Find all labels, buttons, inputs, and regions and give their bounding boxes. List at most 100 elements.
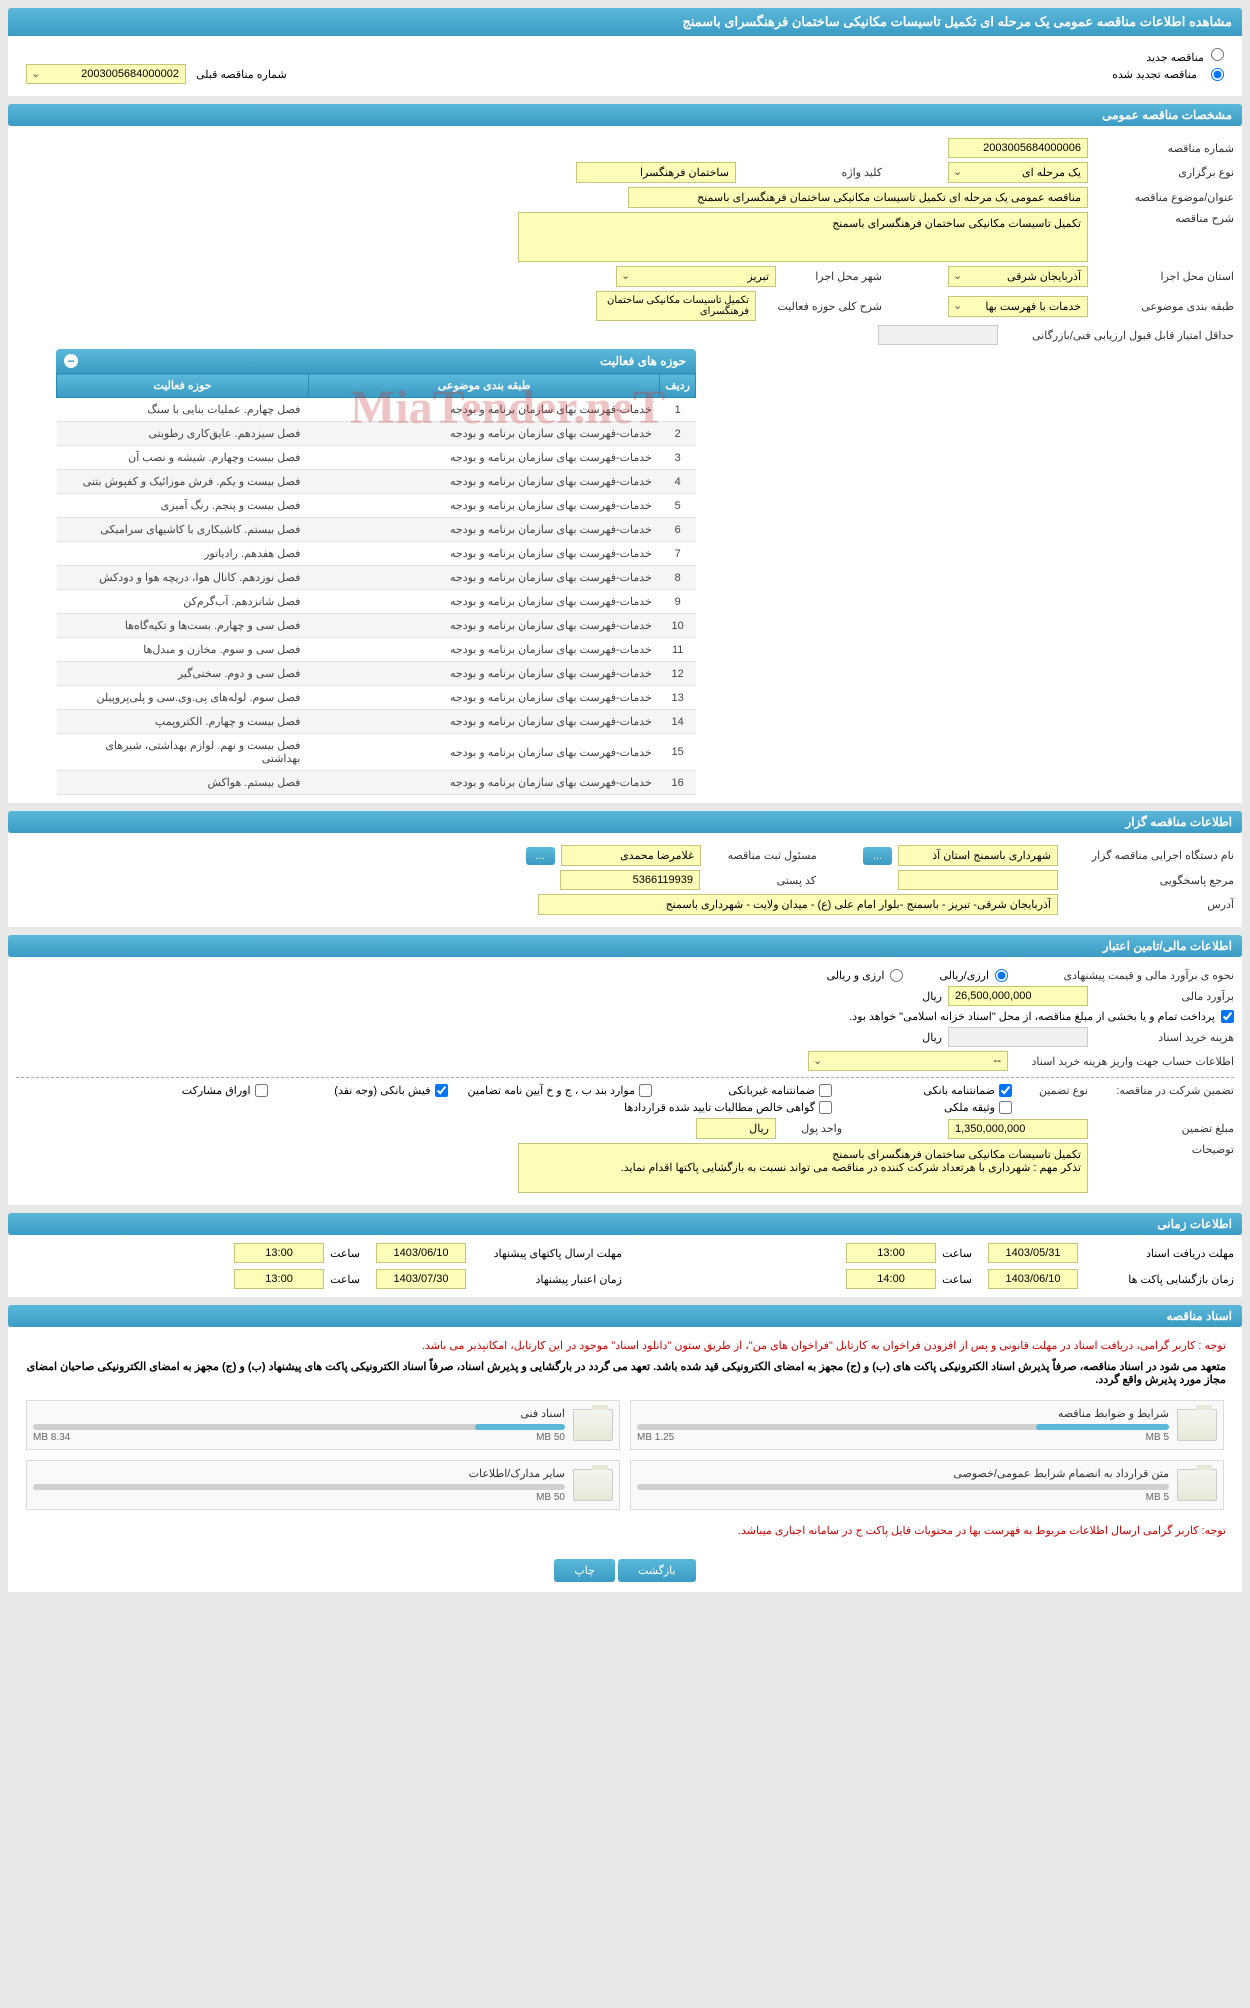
table-row: 2خدمات-فهرست بهای سازمان برنامه و بودجهف… <box>57 422 696 446</box>
subject-field[interactable]: مناقصه عمومی یک مرحله ای تکمیل تاسیسات م… <box>628 187 1088 208</box>
validity-time: 13:00 <box>234 1269 324 1289</box>
doc-card[interactable]: متن قرارداد به انضمام شرایط عمومی/خصوصی … <box>630 1460 1224 1510</box>
min-score-label: حداقل امتیاز قابل قبول ارزیابی فنی/بازرگ… <box>1004 329 1234 342</box>
doc-card[interactable]: شرایط و ضوابط مناقصه 5 MB1.25 MB <box>630 1400 1224 1450</box>
table-row: 14خدمات-فهرست بهای سازمان برنامه و بودجه… <box>57 710 696 734</box>
col-category: طبقه بندی موضوعی <box>308 374 659 398</box>
radio-rial[interactable] <box>995 969 1008 982</box>
time-label-3: ساعت <box>942 1273 972 1286</box>
print-button[interactable]: چاپ <box>554 1559 615 1582</box>
collapse-icon[interactable]: − <box>64 354 78 368</box>
radio-new-tender[interactable] <box>1211 48 1224 61</box>
city-label: شهر محل اجرا <box>782 270 882 283</box>
unit-rial-1: ریال <box>922 990 942 1003</box>
province-label: استان محل اجرا <box>1094 270 1234 283</box>
min-score-field[interactable] <box>878 325 998 345</box>
chk-receivables[interactable] <box>819 1101 832 1114</box>
chk-cash[interactable] <box>435 1084 448 1097</box>
category-select[interactable]: خدمات با فهرست بها <box>948 296 1088 317</box>
doc-title: متن قرارداد به انضمام شرایط عمومی/خصوصی <box>637 1467 1169 1480</box>
prev-number-select[interactable]: 2003005684000002 <box>26 64 186 84</box>
table-row: 6خدمات-فهرست بهای سازمان برنامه و بودجهف… <box>57 518 696 542</box>
table-row: 13خدمات-فهرست بهای سازمان برنامه و بودجه… <box>57 686 696 710</box>
province-select[interactable]: آذربایجان شرقی <box>948 266 1088 287</box>
keyword-field[interactable]: ساختمان فرهنگسرا <box>576 162 736 183</box>
estimate-field[interactable]: 26,500,000,000 <box>948 986 1088 1006</box>
receive-time: 13:00 <box>846 1243 936 1263</box>
doc-card[interactable]: سایر مدارک/اطلاعات 50 MB <box>26 1460 620 1510</box>
payment-note: پرداخت تمام و یا بخشی از مبلغ مناقصه، از… <box>849 1010 1215 1023</box>
chk-bank[interactable] <box>999 1084 1012 1097</box>
chk-property[interactable] <box>999 1101 1012 1114</box>
tender-number-label: شماره مناقصه <box>1094 142 1234 155</box>
doc-cost-field[interactable] <box>948 1027 1088 1047</box>
section-general-spec: مشخصات مناقصه عمومی <box>8 104 1242 126</box>
chk-payment-note[interactable] <box>1221 1010 1234 1023</box>
doc-card[interactable]: اسناد فنی 50 MB8.34 MB <box>26 1400 620 1450</box>
org-name-field: شهرداری باسمنج استان آذ <box>898 845 1058 866</box>
time-label-2: ساعت <box>330 1247 360 1260</box>
doc-notice-3: توجه: کاربر گرامی ارسال اطلاعات مربوط به… <box>16 1520 1234 1541</box>
doc-title: شرایط و ضوابط مناقصه <box>637 1407 1169 1420</box>
chk-securities[interactable] <box>255 1084 268 1097</box>
address-label: آدرس <box>1064 898 1234 911</box>
radio-currency[interactable] <box>890 969 903 982</box>
notes-field[interactable]: تکمیل تاسیسات مکانیکی ساختمان فرهنگسرای … <box>518 1143 1088 1193</box>
radio-new-label: مناقصه جدید <box>1146 52 1204 64</box>
table-row: 16خدمات-فهرست بهای سازمان برنامه و بودجه… <box>57 771 696 795</box>
table-row: 7خدمات-فهرست بهای سازمان برنامه و بودجهف… <box>57 542 696 566</box>
receive-date: 1403/05/31 <box>988 1243 1078 1263</box>
account-info-label: اطلاعات حساب جهت واریز هزینه خرید اسناد <box>1014 1055 1234 1068</box>
doc-notice-2: متعهد می شود در اسناد مناقصه، صرفاً پذیر… <box>16 1356 1234 1390</box>
description-field[interactable]: تکمیل تاسیسات مکانیکی ساختمان فرهنگسرای … <box>518 212 1088 262</box>
table-row: 1خدمات-فهرست بهای سازمان برنامه و بودجهف… <box>57 398 696 422</box>
org-more-button[interactable]: ... <box>863 847 892 865</box>
guarantee-amount-field[interactable]: 1,350,000,000 <box>948 1119 1088 1139</box>
receive-label: مهلت دریافت اسناد <box>1084 1247 1234 1260</box>
send-time: 13:00 <box>234 1243 324 1263</box>
doc-notice-1: توجه : کاربر گرامی، دریافت اسناد در مهلت… <box>16 1335 1234 1356</box>
validity-label: زمان اعتبار پیشنهاد <box>472 1273 622 1286</box>
section-organizer: اطلاعات مناقصه گزار <box>8 811 1242 833</box>
activity-scope-field[interactable]: تکمیل تاسیسات مکانیکی ساختمان فرهنگسرای <box>596 291 756 321</box>
address-field: آذربایجان شرقی- تبریز - باسمنج -بلوار ام… <box>538 894 1058 915</box>
registrar-label: مسئول ثبت مناقصه <box>707 849 817 862</box>
page-title: مشاهده اطلاعات مناقصه عمومی یک مرحله ای … <box>8 8 1242 36</box>
unit-value-field: ریال <box>696 1118 776 1139</box>
holding-type-select[interactable]: یک مرحله ای <box>948 162 1088 183</box>
back-button[interactable]: بازگشت <box>618 1559 696 1582</box>
col-row: ردیف <box>660 374 696 398</box>
activity-table-header: حوزه های فعالیت − <box>56 349 696 373</box>
unit-rial-2: ریال <box>922 1031 942 1044</box>
tender-type-radios: مناقصه جدید مناقصه تجدید شده شماره مناقص… <box>16 44 1234 88</box>
table-row: 15خدمات-فهرست بهای سازمان برنامه و بودجه… <box>57 734 696 771</box>
open-label: زمان بازگشایی پاکت ها <box>1084 1273 1234 1286</box>
registrar-more-button[interactable]: ... <box>526 847 555 865</box>
activity-table: ردیف طبقه بندی موضوعی حوزه فعالیت 1خدمات… <box>56 373 696 795</box>
doc-title: اسناد فنی <box>33 1407 565 1420</box>
radio-currency-label: ارزی و ریالی <box>826 969 884 982</box>
send-label: مهلت ارسال پاکتهای پیشنهاد <box>472 1247 622 1260</box>
prev-number-label: شماره مناقصه قبلی <box>196 68 287 81</box>
time-label-1: ساعت <box>942 1247 972 1260</box>
folder-icon <box>573 1409 613 1441</box>
tender-number-field: 2003005684000006 <box>948 138 1088 158</box>
notes-label: توضیحات <box>1094 1143 1234 1156</box>
chk-nonbank[interactable] <box>819 1084 832 1097</box>
table-row: 8خدمات-فهرست بهای سازمان برنامه و بودجهف… <box>57 566 696 590</box>
section-financial: اطلاعات مالی/تامین اعتبار <box>8 935 1242 957</box>
validity-date: 1403/07/30 <box>376 1269 466 1289</box>
table-row: 11خدمات-فهرست بهای سازمان برنامه و بودجه… <box>57 638 696 662</box>
org-label: نام دستگاه اجرایی مناقصه گزار <box>1064 849 1234 862</box>
folder-icon <box>1177 1469 1217 1501</box>
guarantee-label: تضمین شرکت در مناقصه: <box>1094 1084 1234 1097</box>
col-field: حوزه فعالیت <box>57 374 309 398</box>
description-label: شرح مناقصه <box>1094 212 1234 225</box>
radio-renewed-label: مناقصه تجدید شده <box>1112 68 1197 81</box>
account-select[interactable]: -- <box>808 1051 1008 1071</box>
doc-cost-label: هزینه خرید اسناد <box>1094 1031 1234 1044</box>
chk-items[interactable] <box>639 1084 652 1097</box>
city-select[interactable]: تبریز <box>616 266 776 287</box>
radio-renewed-tender[interactable] <box>1211 68 1224 81</box>
holding-type-label: نوع برگزاری <box>1094 166 1234 179</box>
